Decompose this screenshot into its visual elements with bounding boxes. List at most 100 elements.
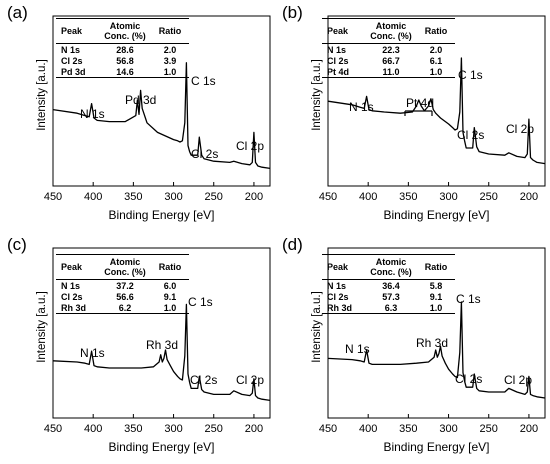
plot-area (327, 247, 546, 419)
peak-label-c1s: C 1s (458, 68, 483, 82)
table-row: Cl 2s 56.8 3.9 (56, 55, 189, 66)
table-header-peak: Peak (61, 26, 83, 36)
table-cell-ratio: 1.0 (163, 66, 177, 77)
table-row: N 1s 28.6 2.0 (56, 44, 189, 55)
x-tick-label: 200 (519, 191, 539, 203)
x-tick-label: 250 (479, 423, 498, 435)
table-cell-conc: 56.6 (116, 291, 134, 302)
x-tick-label: 250 (204, 423, 223, 435)
peak-label-n1s: N 1s (349, 100, 374, 114)
table-cell-peak: Pt 4d (327, 66, 350, 77)
x-ticks (327, 182, 530, 186)
peak-label-n1s: N 1s (80, 346, 105, 360)
table-cell-peak: Pd 3d (61, 66, 86, 77)
xps-spectrum-line (52, 62, 271, 170)
table-row: Cl 2s 57.3 9.1 (322, 291, 455, 302)
table-cell-conc: 37.2 (116, 280, 134, 291)
x-ticks (52, 414, 255, 418)
table-header-ratio: Ratio (424, 262, 448, 272)
table-header-conc: Atomic Conc. (%) (370, 257, 412, 277)
table-cell-peak: Cl 2s (61, 55, 83, 66)
table-header-row: Peak Atomic Conc. (%) Ratio (322, 254, 455, 280)
table-cell-peak: Rh 3d (61, 302, 87, 313)
xps-spectrum-line (327, 57, 546, 165)
table-row: Rh 3d 6.3 1.0 (322, 302, 455, 314)
table-cell-ratio: 3.9 (163, 55, 177, 66)
table-cell-conc: 28.6 (116, 44, 134, 55)
table-row: N 1s 36.4 5.8 (322, 280, 455, 291)
x-tick-label: 350 (399, 423, 418, 435)
table-cell-ratio: 9.1 (429, 291, 443, 302)
table-header-ratio: Ratio (158, 26, 182, 36)
x-tick-label: 450 (43, 423, 63, 435)
table-row: Cl 2s 66.7 6.1 (322, 55, 455, 66)
x-tick-label: 200 (519, 423, 539, 435)
peak-label-cl2s: Cl 2s (191, 147, 219, 161)
x-tick-label: 400 (83, 191, 103, 203)
peak-label-cl2p: Cl 2p (506, 122, 535, 136)
peak-label-cl2s: Cl 2s (455, 372, 483, 386)
x-tick-label: 300 (439, 191, 458, 203)
xps-panel-c: (c) Intensity [a.u.] 450 400 350 300 250 200 … (0, 232, 275, 464)
plot-area (52, 15, 271, 187)
table-header-conc: Atomic Conc. (%) (104, 21, 146, 41)
table-header-ratio: Ratio (424, 26, 448, 36)
x-tick-label: 350 (124, 423, 143, 435)
x-tick-label: 450 (318, 191, 338, 203)
table-header-peak: Peak (327, 26, 349, 36)
xps-spectrum-line (52, 303, 271, 402)
plot-frame (327, 15, 546, 187)
x-tick-label: 350 (124, 191, 143, 203)
table-cell-peak: Cl 2s (327, 55, 349, 66)
table-cell-ratio: 6.0 (163, 280, 177, 291)
panel-label: (a) (7, 3, 28, 22)
peak-label-metal: Rh 3d (416, 336, 449, 350)
x-tick-label: 250 (204, 191, 223, 203)
plot-area (327, 15, 546, 187)
x-tick-label: 400 (358, 191, 378, 203)
table-cell-peak: Rh 3d (327, 302, 353, 313)
x-tick-label: 300 (164, 423, 183, 435)
table-cell-ratio: 1.0 (429, 66, 443, 77)
table-row: Pd 3d 14.6 1.0 (56, 66, 189, 78)
plot-frame (52, 15, 271, 187)
x-axis-label: Binding Energy [eV] (108, 440, 215, 454)
composition-table: Peak Atomic Conc. (%) Ratio N 1s 36.4 5.… (322, 254, 455, 314)
xps-panel-b: (b) Intensity [a.u.] 450 400 350 300 250 200 … (275, 0, 550, 232)
peak-label-cl2s: Cl 2s (190, 373, 218, 387)
pt-bracket (404, 110, 433, 116)
table-cell-ratio: 9.1 (163, 291, 177, 302)
x-tick-label: 200 (244, 191, 264, 203)
x-tick-label: 450 (43, 191, 63, 203)
table-row: N 1s 37.2 6.0 (56, 280, 189, 291)
peak-label-n1s: N 1s (80, 107, 105, 121)
peak-label-c1s: C 1s (191, 74, 216, 88)
table-header-conc: Atomic Conc. (%) (370, 21, 412, 41)
peak-label-cl2s: Cl 2s (457, 128, 485, 142)
table-header-peak: Peak (327, 262, 349, 272)
panel-label: (c) (7, 235, 27, 254)
xps-panel-a: (a) Intensity [a.u.] 450 400 350 300 250 200 … (0, 0, 275, 232)
table-cell-conc: 57.3 (382, 291, 400, 302)
table-cell-peak: N 1s (61, 44, 81, 55)
table-cell-ratio: 1.0 (429, 302, 443, 313)
composition-table: Peak Atomic Conc. (%) Ratio N 1s 28.6 2.… (56, 18, 189, 78)
table-cell-ratio: 6.1 (429, 55, 443, 66)
x-tick-label: 200 (244, 423, 264, 435)
table-cell-peak: N 1s (61, 280, 81, 291)
peak-label-n1s: N 1s (345, 342, 370, 356)
peak-label-metal: Rh 3d (146, 338, 179, 352)
x-ticks (327, 414, 530, 418)
table-row: Pt 4d 11.0 1.0 (322, 66, 455, 78)
table-row: Cl 2s 56.6 9.1 (56, 291, 189, 302)
table-header-peak: Peak (61, 262, 83, 272)
composition-table: Peak Atomic Conc. (%) Ratio N 1s 22.3 2.… (322, 18, 455, 78)
table-cell-conc: 11.0 (382, 66, 400, 77)
table-cell-peak: N 1s (327, 44, 347, 55)
xps-spectrum-line (327, 301, 546, 399)
table-header-row: Peak Atomic Conc. (%) Ratio (56, 254, 189, 280)
peak-label-cl2p: Cl 2p (236, 139, 265, 153)
table-header-conc: Atomic Conc. (%) (104, 257, 146, 277)
x-axis-label: Binding Energy [eV] (383, 208, 490, 222)
panel-label: (d) (282, 235, 303, 254)
